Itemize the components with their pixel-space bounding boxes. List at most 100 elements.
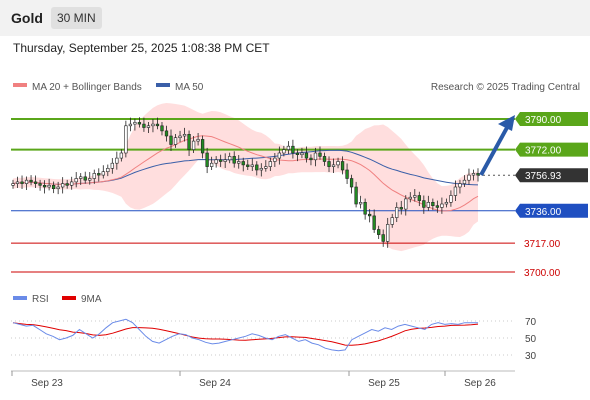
candle-body: [88, 178, 92, 181]
candle-body: [74, 178, 78, 183]
candle-body: [70, 181, 74, 186]
candle-body: [151, 123, 155, 127]
candle-body: [327, 161, 331, 167]
candle-body: [453, 186, 458, 196]
candle-body: [404, 198, 408, 210]
candle-body: [110, 162, 114, 169]
candle-body: [381, 234, 385, 242]
level-label-3790.00: 3790.00: [525, 115, 562, 126]
candle-body: [200, 139, 205, 154]
candle-body: [205, 152, 209, 167]
candle-body: [79, 176, 83, 179]
bollinger-band-area: [13, 103, 478, 252]
candle-body: [187, 134, 191, 150]
rsi-ma9-line: [12, 322, 479, 346]
candle-body: [56, 186, 60, 189]
credit-text: Research © 2025 Trading Central: [431, 82, 580, 93]
candle-body: [38, 183, 42, 186]
candle-body: [318, 152, 322, 157]
candle-body: [196, 139, 200, 142]
candle-body: [413, 195, 417, 198]
candle-body: [61, 183, 65, 188]
candle-body: [178, 135, 182, 138]
candle-body: [354, 186, 358, 205]
x-axis: Sep 23 Sep 24 Sep 25 Sep 26: [11, 371, 496, 389]
rsi-legend-label: RSI: [32, 294, 49, 305]
header-bar: Gold 30 MIN: [0, 0, 590, 36]
candle-body: [264, 166, 268, 169]
candle-body: [142, 123, 146, 128]
timestamp: Thursday, September 25, 2025 1:08:38 PM …: [13, 41, 270, 55]
projection-arrow: [479, 123, 511, 176]
x-label-Sep-25: Sep 25: [368, 378, 400, 389]
level-tag-3772.00: [515, 142, 588, 157]
level-label-3717.00: 3717.00: [524, 239, 561, 250]
candle-body: [458, 183, 462, 188]
candle-body: [33, 181, 38, 184]
candle-body: [309, 157, 313, 161]
interval-badge[interactable]: 30 MIN: [51, 7, 102, 29]
candle-body: [286, 145, 291, 150]
candle-body: [386, 224, 390, 242]
ma20-legend-label: MA 20 + Bollinger Bands: [32, 82, 142, 93]
level-label-3772.00: 3772.00: [525, 146, 562, 157]
moving-averages: [12, 135, 479, 212]
ma50-legend-swatch: [156, 83, 170, 87]
candle-body: [282, 149, 286, 154]
rsi-line: [12, 318, 478, 352]
candle-body: [246, 164, 250, 167]
candle-body: [322, 156, 327, 162]
candle-body: [209, 162, 214, 167]
candle-body: [372, 215, 376, 230]
candle-body: [223, 159, 227, 162]
ma9-legend-swatch: [62, 296, 76, 300]
candle-body: [471, 173, 476, 176]
candle-body: [340, 161, 345, 171]
candle-body: [11, 183, 15, 186]
candle-body: [417, 195, 421, 201]
rsi-tick-50: 50: [525, 334, 537, 345]
candle-body: [291, 145, 295, 154]
candle-body: [106, 168, 110, 173]
candle-body: [250, 164, 254, 167]
candle-body: [191, 140, 196, 150]
candle-body: [331, 164, 336, 167]
candle-body: [390, 217, 394, 225]
level-tag-3756.93: [515, 168, 588, 183]
ma9-legend-label: 9MA: [81, 294, 102, 305]
x-label-Sep-26: Sep 26: [464, 378, 496, 389]
candle-body: [214, 159, 218, 164]
candle-body: [92, 173, 96, 179]
candle-body: [462, 179, 467, 184]
level-labels: 3790.00 3772.00 3756.93 3736.00 3717.00 3700.…: [515, 112, 588, 279]
candle-body: [128, 123, 133, 127]
level-label-3700.00: 3700.00: [524, 268, 561, 279]
candle-body: [444, 202, 449, 205]
level-tag-3790.00: [515, 112, 588, 126]
candle-body: [349, 178, 354, 188]
candle-body: [51, 185, 56, 190]
candle-body: [273, 157, 277, 162]
candle-body: [377, 229, 381, 235]
candle-body: [83, 176, 87, 181]
rsi-panel: 30 50 70: [11, 317, 537, 362]
candle-body: [241, 161, 245, 166]
level-tag-3736.00: [515, 203, 588, 218]
candle-body: [119, 152, 124, 159]
candle-body: [304, 152, 309, 159]
candle-body: [313, 152, 318, 161]
candle-body: [268, 161, 272, 167]
candle-body: [440, 203, 444, 208]
level-label-3736.00: 3736.00: [525, 207, 562, 218]
projection-arrowhead: [498, 115, 515, 131]
candle-body: [182, 134, 187, 137]
candle-body: [358, 202, 363, 205]
candle-body: [65, 183, 69, 186]
candle-body: [395, 207, 399, 218]
candle-body: [422, 200, 426, 208]
candle-body: [155, 123, 160, 127]
candle-body: [426, 202, 430, 208]
candle-body: [300, 152, 304, 155]
bollinger-band: [13, 103, 478, 252]
